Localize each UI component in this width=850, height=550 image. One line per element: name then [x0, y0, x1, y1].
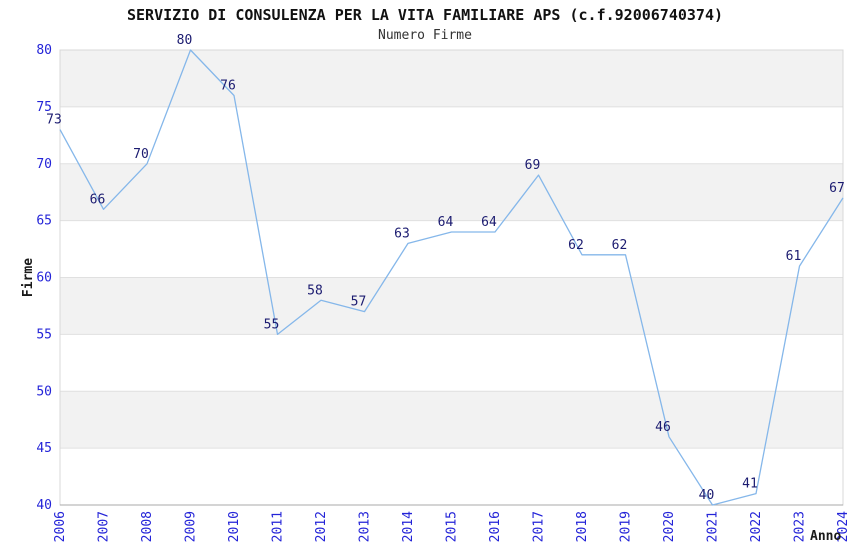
point-label: 73	[46, 113, 62, 128]
chart-title: SERVIZIO DI CONSULENZA PER LA VITA FAMIL…	[126, 6, 724, 24]
x-tick-label: 2010	[227, 511, 242, 542]
x-tick-label: 2018	[575, 511, 590, 542]
x-tick-label: 2006	[53, 511, 68, 542]
y-tick-label: 50	[36, 384, 52, 399]
plot-band	[60, 448, 843, 505]
x-tick-label: 2020	[662, 511, 677, 542]
x-tick-label: 2022	[749, 511, 764, 542]
y-tick-label: 80	[36, 43, 52, 58]
y-axis-title: Firme	[21, 258, 36, 297]
point-label: 58	[307, 283, 323, 298]
x-tick-label: 2017	[532, 511, 547, 542]
point-label: 76	[220, 79, 236, 94]
x-tick-label: 2007	[97, 511, 112, 542]
point-label: 55	[264, 317, 280, 332]
point-label: 41	[742, 477, 758, 492]
point-label: 64	[438, 215, 454, 230]
plot-band	[60, 163, 843, 221]
point-label: 62	[612, 238, 628, 253]
plot-band	[60, 220, 843, 278]
x-tick-label: 2019	[619, 511, 634, 542]
y-tick-label: 55	[36, 327, 52, 342]
x-tick-label: 2012	[314, 511, 329, 542]
x-tick-label: 2016	[488, 511, 503, 542]
y-tick-label: 45	[36, 441, 52, 456]
y-tick-label: 70	[36, 157, 52, 172]
y-tick-label: 65	[36, 214, 52, 229]
point-label: 69	[525, 158, 541, 173]
x-tick-label: 2015	[445, 511, 460, 542]
y-tick-label: 40	[36, 498, 52, 513]
point-label: 66	[90, 192, 106, 207]
y-tick-label: 75	[36, 100, 52, 115]
y-tick-label: 60	[36, 271, 52, 286]
plot-band	[60, 277, 843, 335]
point-label: 62	[568, 238, 584, 253]
plot-band	[60, 334, 843, 392]
plot-band	[60, 50, 843, 107]
point-label: 67	[829, 181, 845, 196]
x-tick-label: 2021	[706, 511, 721, 542]
x-tick-label: 2009	[184, 511, 199, 542]
chart-subtitle: Numero Firme	[378, 28, 472, 43]
point-label: 61	[786, 249, 802, 264]
plot-band	[60, 391, 843, 449]
point-label: 70	[133, 147, 149, 162]
point-label: 64	[481, 215, 497, 230]
x-tick-label: 2008	[140, 511, 155, 542]
x-tick-label: 2011	[271, 511, 286, 542]
x-axis-title: Anno	[810, 529, 841, 544]
data-line	[59, 49, 844, 506]
point-label: 40	[699, 488, 715, 503]
point-label: 57	[351, 295, 367, 310]
x-tick-label: 2013	[358, 511, 373, 542]
point-label: 80	[177, 33, 193, 48]
x-tick-label: 2014	[401, 511, 416, 542]
x-tick-label: 2024	[836, 511, 850, 542]
point-label: 46	[655, 420, 671, 435]
x-tick-label: 2023	[793, 511, 808, 542]
point-label: 63	[394, 226, 410, 241]
plot-band	[60, 106, 843, 164]
